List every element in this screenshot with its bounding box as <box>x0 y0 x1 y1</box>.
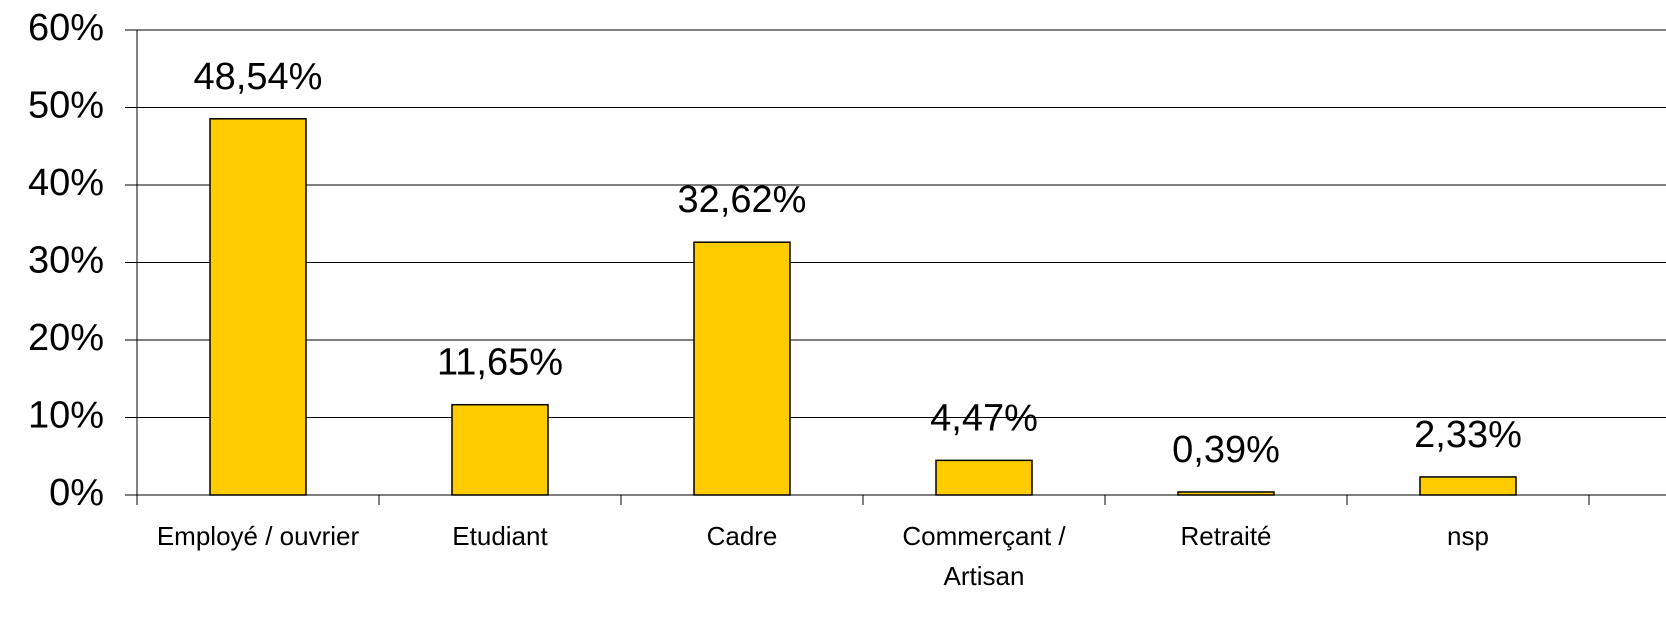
value-label: 32,62% <box>678 179 807 221</box>
x-tick-label: nsp <box>1447 521 1489 551</box>
y-tick-label: 40% <box>28 162 104 204</box>
x-tick-label: Commerçant / Artisan <box>902 521 1066 591</box>
value-label: 2,33% <box>1414 414 1522 456</box>
bar <box>1177 491 1275 496</box>
y-tick-label: 0% <box>49 472 104 514</box>
y-tick-label: 60% <box>28 7 104 49</box>
y-tick-label: 50% <box>28 85 104 127</box>
value-label: 0,39% <box>1172 429 1280 471</box>
bar <box>1419 476 1517 496</box>
bar <box>935 459 1033 496</box>
value-label: 11,65% <box>437 342 563 384</box>
value-label: 4,47% <box>930 397 1038 439</box>
x-tick-label: Employé / ouvrier <box>157 521 360 551</box>
bar <box>451 403 549 496</box>
y-tick-label: 20% <box>28 317 104 359</box>
value-label: 48,54% <box>194 56 323 98</box>
x-tick-label: Retraité <box>1180 521 1271 551</box>
x-tick-label: Cadre <box>707 521 778 551</box>
x-tick-label: Etudiant <box>452 521 548 551</box>
bar <box>209 118 307 496</box>
y-tick-label: 30% <box>28 240 104 282</box>
bar <box>693 241 791 496</box>
y-tick-label: 10% <box>28 395 104 437</box>
